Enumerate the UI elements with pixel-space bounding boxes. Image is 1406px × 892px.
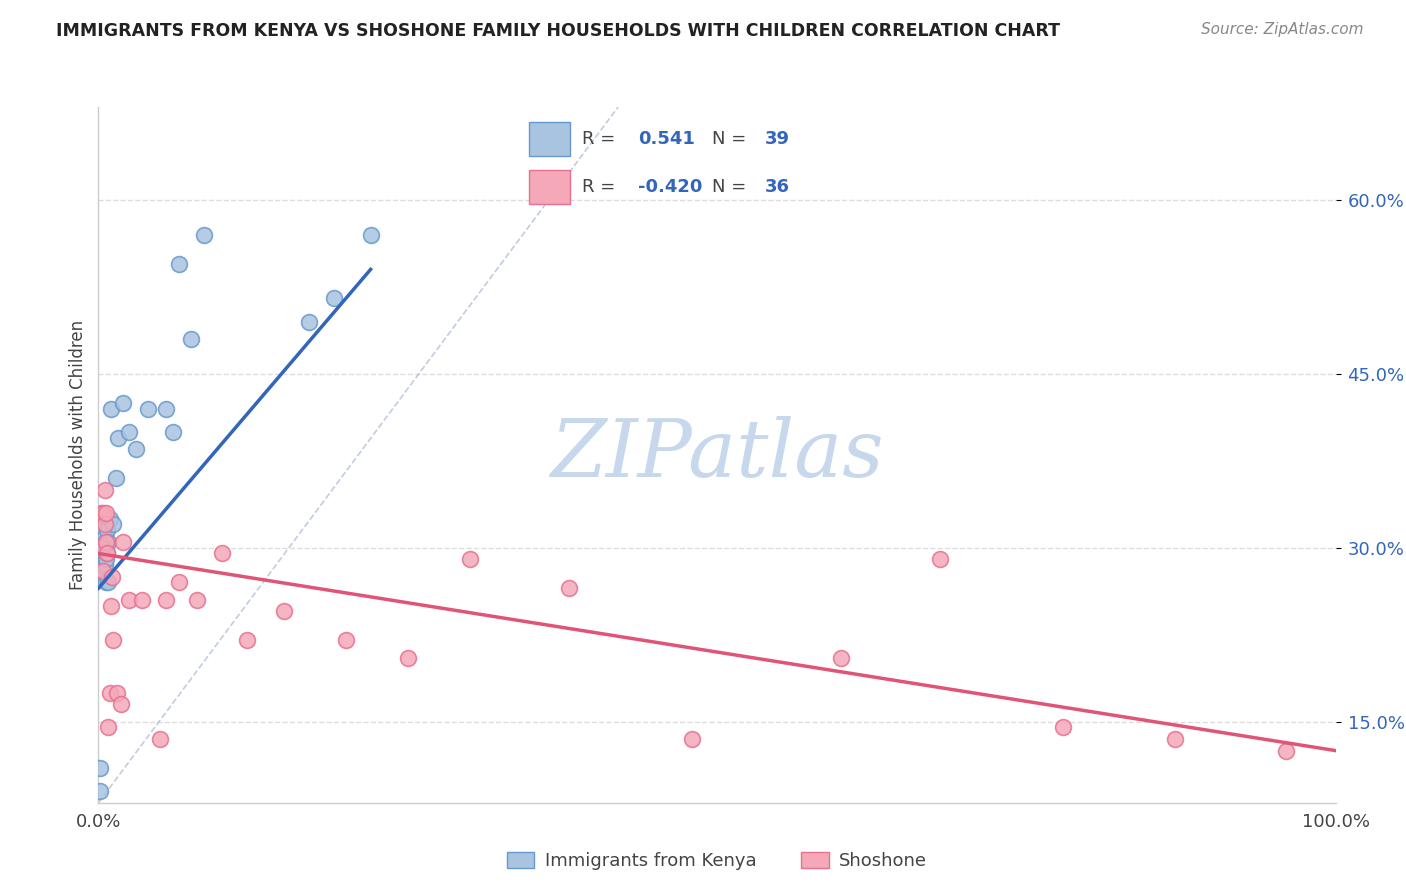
Point xyxy=(103,633,125,648)
Text: R =: R = xyxy=(582,178,621,196)
Point xyxy=(96,546,118,561)
Point xyxy=(112,396,135,410)
Point xyxy=(681,731,703,746)
Point xyxy=(94,552,117,566)
Point xyxy=(118,425,141,439)
Text: N =: N = xyxy=(711,178,752,196)
Point xyxy=(93,506,115,520)
Point xyxy=(273,605,295,619)
Point xyxy=(89,761,111,775)
Point xyxy=(89,784,111,798)
Text: N =: N = xyxy=(711,129,752,148)
Point xyxy=(167,575,190,590)
Point xyxy=(322,291,344,305)
Text: -0.420: -0.420 xyxy=(638,178,702,196)
Point xyxy=(98,511,121,525)
Legend: Immigrants from Kenya, Shoshone: Immigrants from Kenya, Shoshone xyxy=(499,845,935,877)
Point xyxy=(93,523,115,537)
Point xyxy=(1164,731,1187,746)
Point xyxy=(180,332,202,346)
Point xyxy=(91,541,114,555)
Point xyxy=(100,401,122,416)
Point xyxy=(93,564,115,578)
Point xyxy=(93,564,115,578)
Point xyxy=(193,227,215,242)
Point xyxy=(100,599,122,613)
Point xyxy=(136,401,159,416)
Point xyxy=(91,564,114,578)
Point xyxy=(91,546,114,561)
Point xyxy=(93,529,115,543)
Point xyxy=(97,535,120,549)
Point xyxy=(1052,721,1074,735)
Point xyxy=(298,315,321,329)
Point xyxy=(96,546,118,561)
Point xyxy=(112,535,135,549)
Point xyxy=(104,471,127,485)
Point xyxy=(90,564,112,578)
Point xyxy=(94,575,117,590)
FancyBboxPatch shape xyxy=(530,170,569,204)
Point xyxy=(118,592,141,607)
Point xyxy=(110,698,132,712)
Point xyxy=(94,535,117,549)
Point xyxy=(103,517,125,532)
Point xyxy=(94,535,117,549)
Point xyxy=(236,633,259,648)
Point xyxy=(155,401,177,416)
Point xyxy=(93,535,115,549)
Text: Source: ZipAtlas.com: Source: ZipAtlas.com xyxy=(1201,22,1364,37)
Point xyxy=(360,227,382,242)
Point xyxy=(93,546,115,561)
Point xyxy=(93,546,115,561)
Point xyxy=(98,686,121,700)
Point xyxy=(167,257,190,271)
Point xyxy=(396,651,419,665)
Point xyxy=(97,575,120,590)
Point xyxy=(928,552,950,566)
Text: R =: R = xyxy=(582,129,621,148)
Text: 0.541: 0.541 xyxy=(638,129,695,148)
Point xyxy=(97,721,120,735)
Point xyxy=(211,546,233,561)
Point xyxy=(1275,744,1298,758)
Text: ZIPatlas: ZIPatlas xyxy=(550,417,884,493)
Point xyxy=(557,582,579,596)
Point xyxy=(94,506,117,520)
Point xyxy=(155,592,177,607)
Point xyxy=(91,535,114,549)
Point xyxy=(124,442,146,457)
Text: IMMIGRANTS FROM KENYA VS SHOSHONE FAMILY HOUSEHOLDS WITH CHILDREN CORRELATION CH: IMMIGRANTS FROM KENYA VS SHOSHONE FAMILY… xyxy=(56,22,1060,40)
Point xyxy=(186,592,208,607)
Point xyxy=(93,517,115,532)
FancyBboxPatch shape xyxy=(530,122,569,155)
Point xyxy=(458,552,481,566)
Point xyxy=(96,523,118,537)
Point xyxy=(101,570,124,584)
Point xyxy=(91,523,114,537)
Point xyxy=(335,633,357,648)
Text: 39: 39 xyxy=(765,129,790,148)
Point xyxy=(93,483,115,497)
Point xyxy=(131,592,153,607)
Point xyxy=(105,686,128,700)
Point xyxy=(90,541,112,555)
Y-axis label: Family Households with Children: Family Households with Children xyxy=(69,320,87,590)
Point xyxy=(149,731,172,746)
Point xyxy=(90,506,112,520)
Point xyxy=(162,425,184,439)
Text: 36: 36 xyxy=(765,178,790,196)
Point xyxy=(830,651,852,665)
Point xyxy=(107,431,129,445)
Point xyxy=(93,558,115,573)
